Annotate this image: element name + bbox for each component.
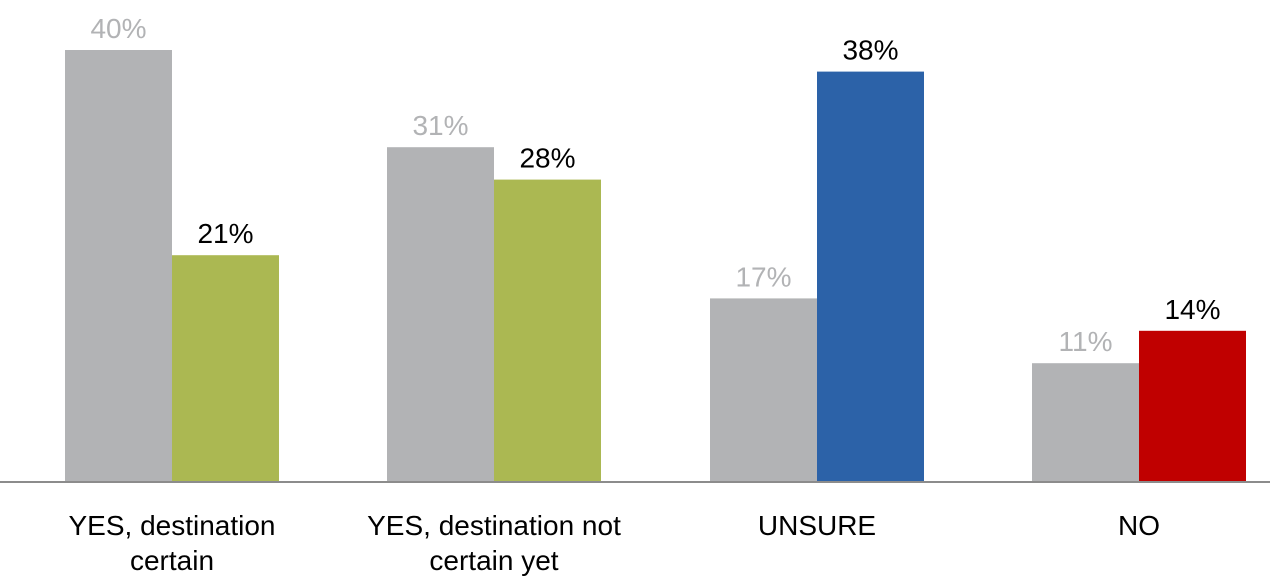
bar-series2-cat3 [817, 71, 924, 482]
bar-series1-cat4 [1032, 363, 1139, 482]
data-label-series2-cat1: 21% [197, 218, 253, 249]
bar-series1-cat2 [387, 147, 494, 482]
data-label-series2-cat3: 38% [842, 35, 898, 66]
category-label-1-line-1: YES, destination [68, 510, 275, 541]
bars-layer [65, 50, 1246, 482]
category-label-2-line-1: YES, destination not [367, 510, 621, 541]
bar-series2-cat2 [494, 179, 601, 482]
data-label-series1-cat1: 40% [90, 13, 146, 44]
data-label-series1-cat2: 31% [412, 110, 468, 141]
bar-series1-cat3 [710, 298, 817, 482]
data-label-series2-cat4: 14% [1164, 294, 1220, 325]
data-label-series2-cat2: 28% [519, 143, 575, 174]
bar-series1-cat1 [65, 50, 172, 482]
data-label-series1-cat4: 11% [1059, 326, 1113, 357]
category-label-2-line-2: certain yet [429, 545, 558, 576]
bar-series2-cat1 [172, 255, 279, 482]
category-label-3-line-1: UNSURE [758, 510, 876, 541]
data-label-series1-cat3: 17% [735, 261, 791, 292]
category-label-1-line-2: certain [130, 545, 214, 576]
category-label-4-line-1: NO [1118, 510, 1160, 541]
category-labels-layer: YES, destination certain YES, destination … [68, 510, 1160, 576]
data-labels-layer: 40% 21% 31% 28% 17% 38% 11% 14% [90, 13, 1220, 357]
bar-series2-cat4 [1139, 330, 1246, 482]
